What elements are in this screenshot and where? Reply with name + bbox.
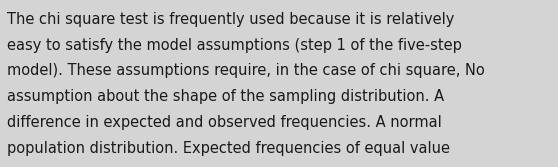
Text: population distribution. Expected frequencies of equal value: population distribution. Expected freque… [7,141,450,156]
Text: assumption about the shape of the sampling distribution. A: assumption about the shape of the sampli… [7,89,444,104]
Text: difference in expected and observed frequencies. A normal: difference in expected and observed freq… [7,115,441,130]
Text: The chi square test is frequently used because it is relatively: The chi square test is frequently used b… [7,12,454,27]
Text: model). These assumptions require, in the case of chi square, No: model). These assumptions require, in th… [7,63,484,78]
Text: easy to satisfy the model assumptions (step 1 of the five-step: easy to satisfy the model assumptions (s… [7,38,461,53]
